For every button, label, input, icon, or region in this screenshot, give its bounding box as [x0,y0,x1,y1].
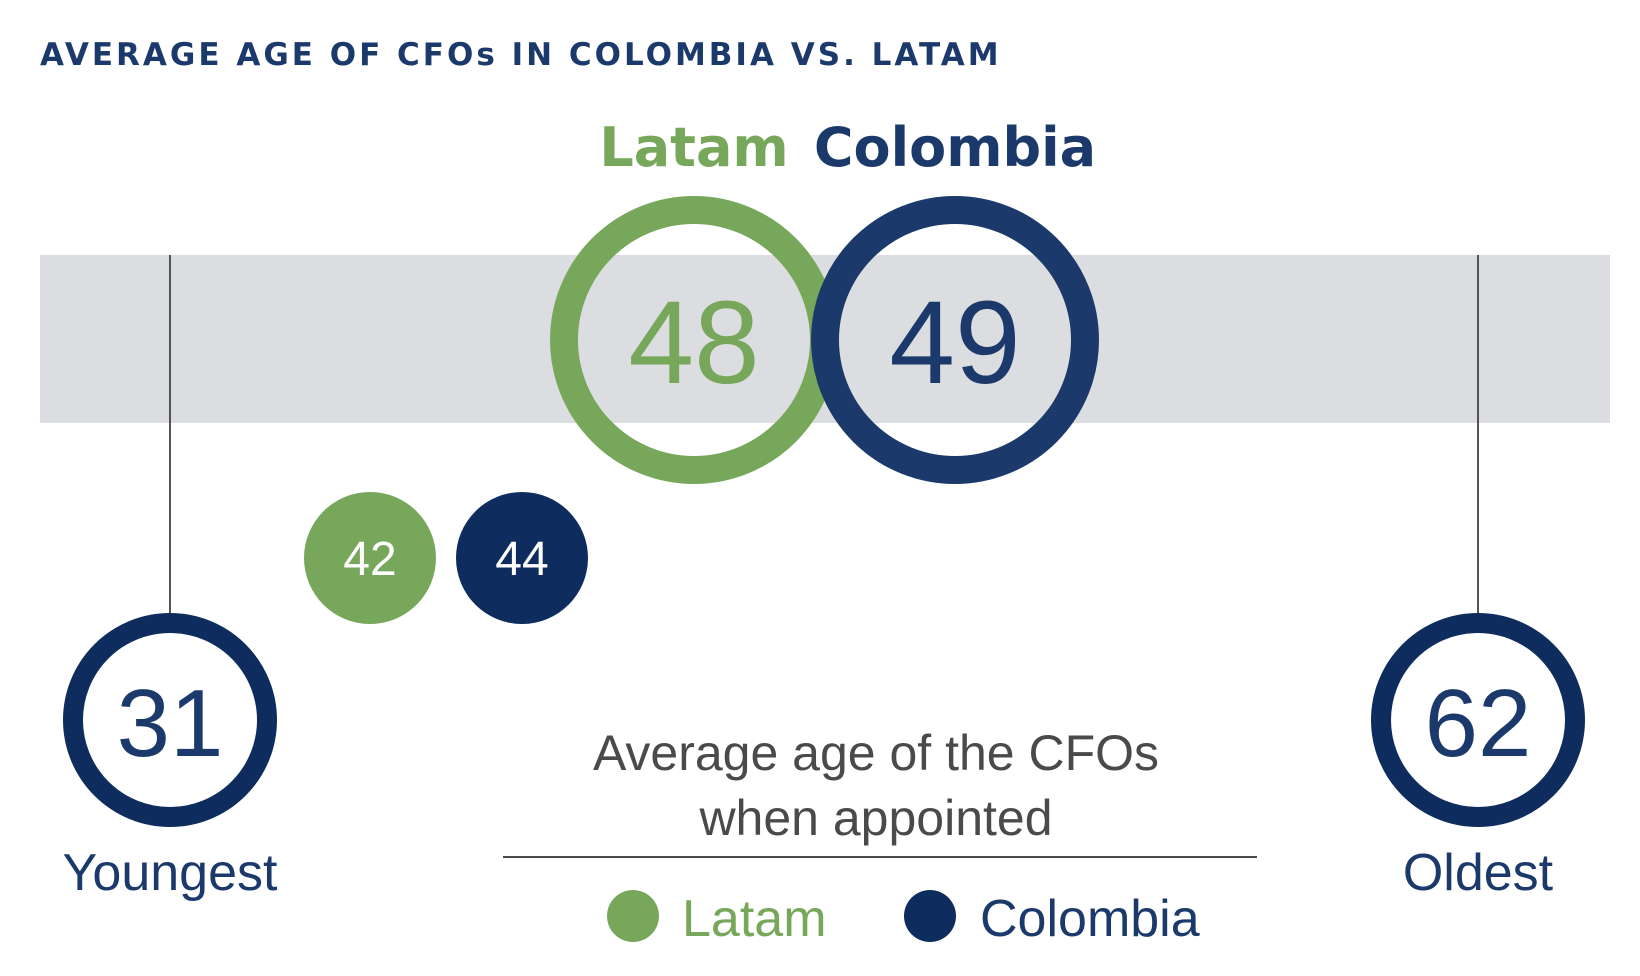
legend-latam-swatch [607,890,659,942]
colombia-average-age-value: 49 [889,277,1020,409]
chart-title: AVERAGE AGE OF CFOs IN COLOMBIA VS. LATA… [40,37,1002,73]
youngest-ring [63,613,277,827]
legend-colombia-swatch [904,890,956,942]
annotation-line-1: Average age of the CFOs [593,725,1159,781]
oldest-value: 62 [1425,670,1532,777]
legend-colombia-label: Colombia [980,890,1200,948]
youngest-value: 31 [117,670,224,777]
oldest-label: Oldest [1403,844,1554,902]
colombia-appointed-age-dot [456,492,588,624]
colombia-series-label: Colombia [814,116,1096,179]
youngest-label: Youngest [63,844,279,902]
latam-appointed-age-value: 42 [343,533,396,586]
annotation-line-2: when appointed [698,790,1052,846]
latam-average-age-value: 48 [628,277,759,409]
colombia-appointed-age-value: 44 [495,533,548,586]
legend-latam-label: Latam [682,890,827,948]
latam-appointed-age-dot [304,492,436,624]
latam-series-label: Latam [599,116,788,179]
oldest-ring [1371,613,1585,827]
colombia-average-age-ring [811,196,1099,484]
